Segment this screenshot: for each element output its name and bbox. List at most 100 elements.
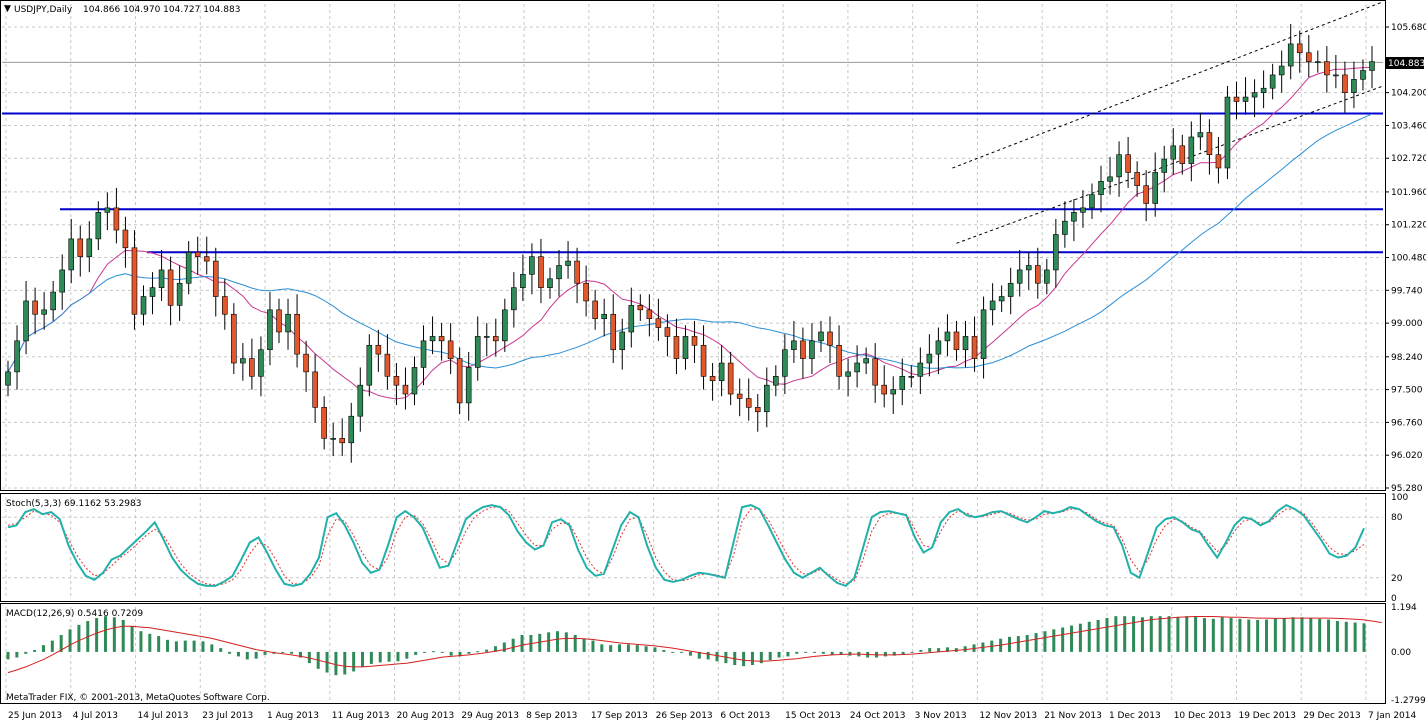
candle-body — [41, 309, 47, 315]
current-price-tag — [1386, 57, 1424, 69]
macd-histogram-bar — [839, 651, 843, 655]
candle-body — [520, 274, 526, 288]
macd-histogram-bar — [1007, 636, 1011, 652]
candle-body — [1188, 136, 1195, 164]
macd-histogram-bar — [431, 651, 435, 653]
macd-histogram-bar — [1362, 623, 1366, 652]
candle-body — [736, 393, 743, 399]
candle-body — [1269, 74, 1276, 89]
support-resistance-lines[interactable] — [2, 112, 1383, 254]
candle-body — [1025, 265, 1032, 271]
candle-body — [384, 353, 391, 377]
macd-histogram-bar — [671, 651, 675, 653]
candle-body — [592, 300, 598, 319]
stoch-tick-label: 80 — [1391, 513, 1403, 523]
macd-histogram-bar — [1282, 618, 1286, 652]
macd-histogram-bar — [1078, 623, 1082, 652]
price-axis: 105.680 104.200 103.460 102.720 101.960 101.2… — [1385, 23, 1426, 706]
macd-histogram-bar — [1123, 616, 1127, 652]
time-tick-label: 4 Jul 2013 — [73, 711, 118, 721]
stochastic-lines — [2, 503, 1383, 588]
macd-histogram-bar — [1238, 618, 1242, 652]
candle-body — [673, 336, 680, 359]
candle-body — [890, 389, 897, 395]
macd-histogram-bar — [591, 640, 595, 652]
candle-body — [1251, 92, 1258, 98]
candle-body — [375, 344, 382, 355]
candle-body — [538, 256, 544, 288]
candle-body — [664, 327, 671, 337]
candle-body — [917, 362, 924, 377]
candle-body — [203, 256, 210, 262]
candle-body — [1215, 154, 1222, 169]
macd-histogram-bar — [15, 651, 19, 658]
candle-body — [953, 331, 960, 351]
macd-histogram-bar — [6, 651, 10, 660]
macd-histogram-bar — [1149, 616, 1153, 652]
macd-histogram-bar — [1344, 621, 1348, 652]
macd-histogram-bar — [795, 651, 799, 654]
stoch-tick-label: 20 — [1391, 574, 1403, 584]
macd-histogram-bar — [352, 651, 356, 672]
macd-histogram-bar — [192, 640, 196, 652]
candle-body — [357, 384, 364, 417]
time-tick-label: 24 Oct 2013 — [850, 711, 906, 721]
channel-lower-line — [956, 85, 1384, 244]
candle-body — [989, 300, 996, 311]
macd-histogram-bar — [1070, 625, 1074, 652]
candle-body — [926, 353, 933, 364]
candles — [5, 23, 1375, 463]
candle-body — [456, 358, 463, 404]
candle-body — [1152, 172, 1158, 204]
macd-histogram-bar — [1025, 634, 1029, 652]
candle-body — [131, 247, 138, 315]
candle-body — [240, 358, 246, 364]
candle-body — [962, 336, 969, 351]
time-tick-label: 14 Jul 2013 — [138, 711, 189, 721]
macd-histogram-bar — [1353, 622, 1357, 652]
macd-histogram-bar — [618, 644, 622, 652]
candle-body — [447, 340, 454, 359]
stoch-tick-label: 0 — [1391, 594, 1397, 604]
macd-histogram-bar — [476, 651, 480, 653]
candle-body — [1053, 234, 1059, 271]
macd-histogram-bar — [449, 651, 453, 656]
time-tick-label: 26 Sep 2013 — [656, 711, 713, 721]
candle-body — [1315, 61, 1321, 63]
candle-body — [222, 296, 228, 315]
candle-body — [709, 376, 716, 382]
candle-body — [980, 309, 987, 359]
candle-body — [1333, 74, 1339, 77]
time-tick-label: 23 Jul 2013 — [202, 711, 253, 721]
candle-body — [1206, 132, 1213, 155]
macd-histogram-bar — [77, 624, 81, 652]
macd-histogram-bar — [821, 651, 825, 654]
candle-body — [637, 305, 644, 311]
macd-histogram-bar — [493, 646, 497, 652]
candle-body — [791, 340, 797, 351]
trend-channel[interactable] — [952, 1, 1384, 244]
macd-histogram-bar — [626, 644, 630, 652]
candle-body — [574, 260, 580, 284]
candle-body — [1143, 185, 1149, 204]
candle-body — [754, 407, 761, 413]
candle-body — [1369, 61, 1375, 71]
time-axis: 25 Jun 2013 4 Jul 2013 14 Jul 2013 23 Jul 2… — [8, 711, 1416, 721]
macd-histogram-bar — [112, 617, 116, 652]
macd-histogram-bar — [653, 647, 657, 652]
candle-body — [628, 305, 635, 333]
candle-body — [502, 309, 508, 342]
candle-body — [312, 371, 318, 408]
stoch-main-line — [7, 503, 1365, 588]
macd-histogram-bar — [121, 619, 125, 652]
macd-histogram-bar — [1273, 618, 1277, 652]
macd-histogram-bar — [1327, 619, 1331, 652]
candle-body — [1351, 79, 1357, 93]
time-tick-label: 25 Jun 2013 — [8, 711, 62, 721]
candle-body — [565, 260, 571, 266]
time-tick-label: 12 Nov 2013 — [979, 711, 1037, 721]
ma-slow-line — [7, 113, 1373, 373]
macd-histogram-bar — [1114, 616, 1118, 652]
